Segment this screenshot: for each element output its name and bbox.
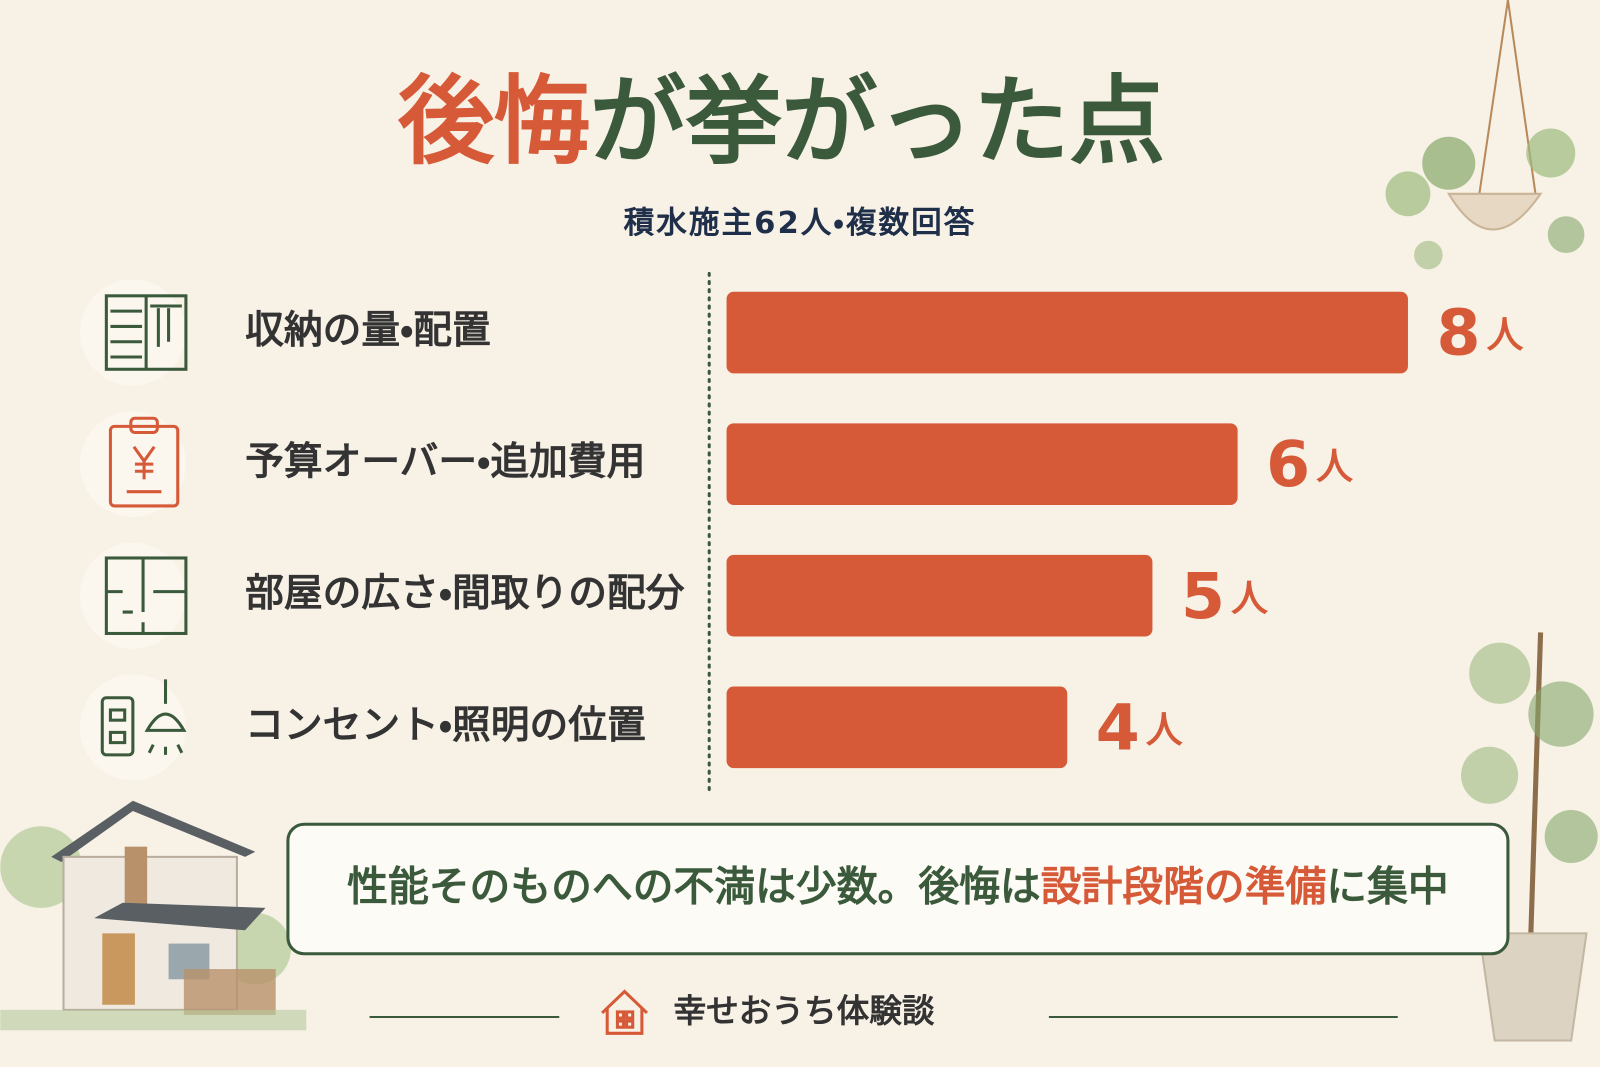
chart-title: 後悔が挙がった点 <box>397 66 1165 178</box>
value-unit: 人 <box>1487 313 1524 356</box>
category-label: 収納の量・配置 <box>245 308 491 353</box>
chart-subtitle: 積水施主62人・複数回答 <box>624 205 977 241</box>
value-number: 4 <box>1096 690 1140 764</box>
category-icons <box>79 279 188 781</box>
note-box <box>286 822 1510 956</box>
note-part: に集中 <box>1326 863 1448 911</box>
note-part: 性能そのものへの不満は少数。後悔は <box>347 863 1041 911</box>
bar <box>726 423 1238 505</box>
value-number: 8 <box>1437 295 1481 369</box>
value-number: 6 <box>1266 427 1310 501</box>
category-label: コンセント・照明の位置 <box>245 703 646 748</box>
hanging-plant <box>1385 0 1585 270</box>
category-label: 部屋の広さ・間取りの配分 <box>245 571 685 616</box>
note-part: 設計段階の準備 <box>1041 863 1327 911</box>
category-label: 予算オーバー・追加費用 <box>245 440 645 485</box>
note: 性能そのものへの不満は少数。後悔は設計段階の準備に集中 <box>347 863 1449 911</box>
value-unit: 人 <box>1316 445 1353 488</box>
brand-icon <box>601 989 649 1035</box>
bar <box>726 686 1068 769</box>
title-part: 後悔 <box>397 66 590 178</box>
brand: 幸せおうち体験談 <box>674 992 935 1030</box>
value-unit: 人 <box>1231 576 1268 619</box>
bar <box>726 554 1153 637</box>
title-part: が挙がった点 <box>590 66 1165 178</box>
bar <box>726 291 1408 374</box>
potted-tree <box>1461 632 1598 1042</box>
house-illustration <box>0 800 307 1031</box>
value-unit: 人 <box>1146 708 1183 751</box>
value-number: 5 <box>1181 558 1225 632</box>
